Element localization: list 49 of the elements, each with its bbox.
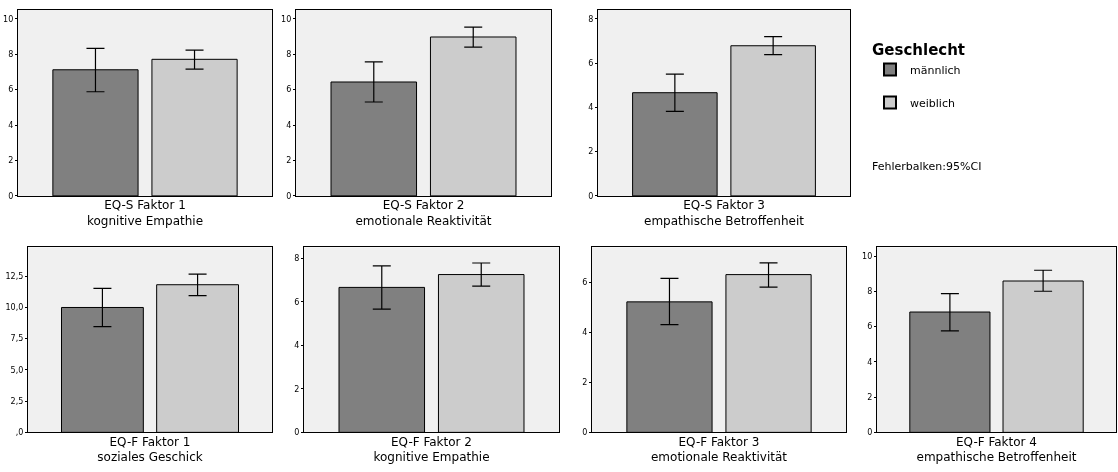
y-tick-label: 2 [588,147,594,157]
legend-label: männlich [910,63,961,77]
y-tick-label: 6 [588,58,594,68]
y-tick-label: 0 [867,428,873,438]
y-tick-label: 8 [867,287,873,297]
y-tick-label: 6 [867,322,873,332]
y-tick-label: 0 [286,191,292,201]
y-tick-label: ,0 [15,428,24,438]
y-tick-label: 4 [867,357,873,367]
y-tick-label: 7,5 [10,334,24,344]
y-tick-label: 2 [867,392,873,402]
y-tick-label: 2 [286,156,292,166]
x-axis-title: EQ-F Faktor 2 kognitive Empathie [373,434,490,465]
y-tick-label: 10 [862,251,873,261]
y-tick-label: 4 [582,328,588,338]
y-tick-label: 8 [286,49,292,59]
y-tick-label: 2 [294,384,300,394]
x-axis-title: EQ-F Faktor 3 emotionale Reaktivität [650,434,788,465]
x-axis-title: EQ-S Faktor 1 kognitive Empathie [86,198,204,228]
y-tick-label: 8 [588,14,594,24]
x-axis-title: EQ-F Faktor 4 empathische Betroffenheit [916,434,1077,465]
legend-label: weiblich [910,96,955,110]
y-tick-label: 12,5 [5,271,24,281]
y-tick-label: 4 [294,341,300,351]
y-tick-label: 4 [588,103,594,113]
y-tick-label: 6 [286,85,292,95]
y-tick-label: 4 [286,120,292,130]
y-tick-label: 4 [8,120,14,130]
y-tick-label: 0 [8,191,14,201]
y-tick-label: 0 [588,191,594,201]
y-tick-label: 8 [294,254,300,264]
y-tick-label: 10,0 [5,303,24,313]
y-tick-label: 10 [3,14,14,24]
y-tick-label: 2 [8,156,14,166]
y-tick-label: 0 [582,428,588,438]
y-tick-label: 8 [8,49,14,59]
y-tick-label: 10 [281,14,292,24]
y-tick-label: 6 [8,85,14,95]
y-tick-label: 5,0 [10,365,24,375]
text: Fehlerbalken:95%CI [872,160,982,173]
x-axis-title: EQ-S Faktor 2 emotionale Reaktivität [355,198,492,228]
y-tick-label: 0 [294,428,300,438]
y-tick-label: 2,5 [10,396,24,406]
y-tick-label: 6 [294,297,300,307]
x-axis-title: EQ-S Faktor 3 empathische Betroffenheit [644,198,805,228]
y-tick-label: 2 [582,378,588,388]
y-tick-label: 6 [582,278,588,288]
x-axis-title: EQ-F Faktor 1 soziales Geschick [97,434,203,465]
legend-title: Geschlecht [872,41,966,60]
